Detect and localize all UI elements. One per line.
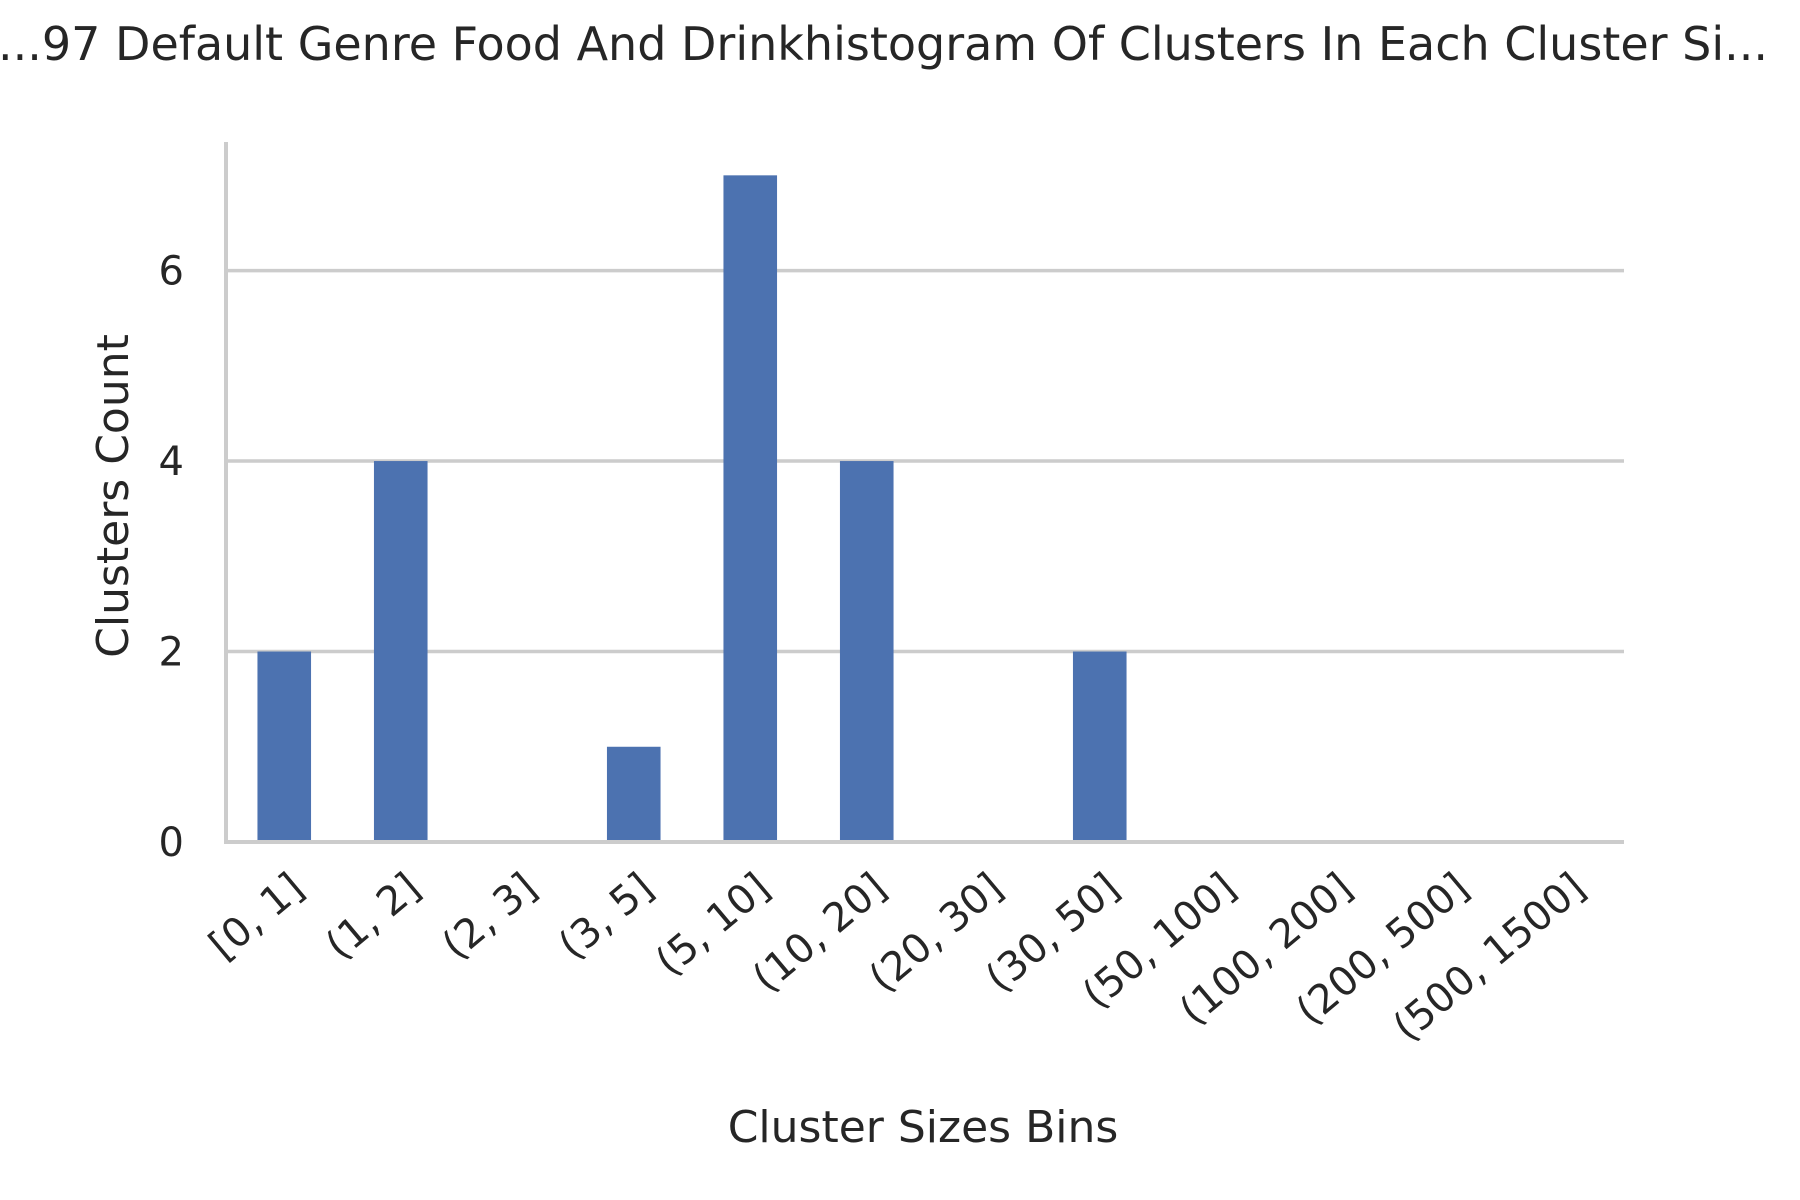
y-tick-label: 2 (159, 630, 184, 676)
y-axis-label: Clusters Count (88, 334, 139, 658)
x-tick-label: (1, 2] (317, 864, 429, 968)
x-axis-label: Cluster Sizes Bins (728, 1102, 1119, 1153)
axes (224, 142, 1624, 844)
y-tick-label: 0 (159, 820, 184, 866)
y-tick-label: 4 (159, 439, 184, 485)
bar (373, 461, 428, 842)
bar (257, 651, 312, 842)
x-tick-label: [0, 1] (201, 864, 313, 968)
bars (257, 175, 1127, 843)
y-tick-labels: 0 2 4 6 (159, 249, 184, 866)
bar (606, 746, 661, 842)
bar (723, 175, 778, 843)
x-tick-label: (2, 3] (434, 864, 546, 968)
x-tick-labels: [0, 1] (1, 2] (2, 3] (3, 5](5, 10](10, 20](… (201, 864, 1594, 1050)
x-tick-label: (3, 5] (550, 864, 662, 968)
y-tick-label: 6 (159, 249, 184, 295)
gridlines (226, 268, 1624, 654)
bar (1072, 651, 1127, 842)
bar (839, 461, 894, 842)
chart-title: ...97 Default Genre Food And Drinkhistog… (0, 17, 1768, 71)
